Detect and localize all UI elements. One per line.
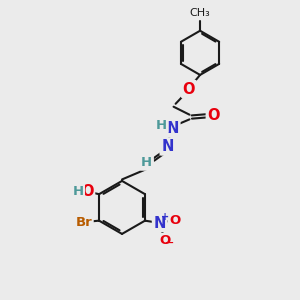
Text: −: − <box>165 238 174 248</box>
Text: Br: Br <box>75 216 92 229</box>
Text: O: O <box>169 214 181 226</box>
Text: H: H <box>156 119 167 132</box>
Text: O: O <box>207 108 220 123</box>
Text: H: H <box>141 156 152 169</box>
Text: O: O <box>183 82 195 97</box>
Text: CH₃: CH₃ <box>190 8 210 18</box>
Text: +: + <box>161 212 169 221</box>
Text: O: O <box>159 234 170 247</box>
Text: N: N <box>161 139 174 154</box>
Text: N: N <box>154 215 166 230</box>
Text: N: N <box>167 121 179 136</box>
Text: O: O <box>81 184 94 199</box>
Text: H: H <box>72 185 83 198</box>
